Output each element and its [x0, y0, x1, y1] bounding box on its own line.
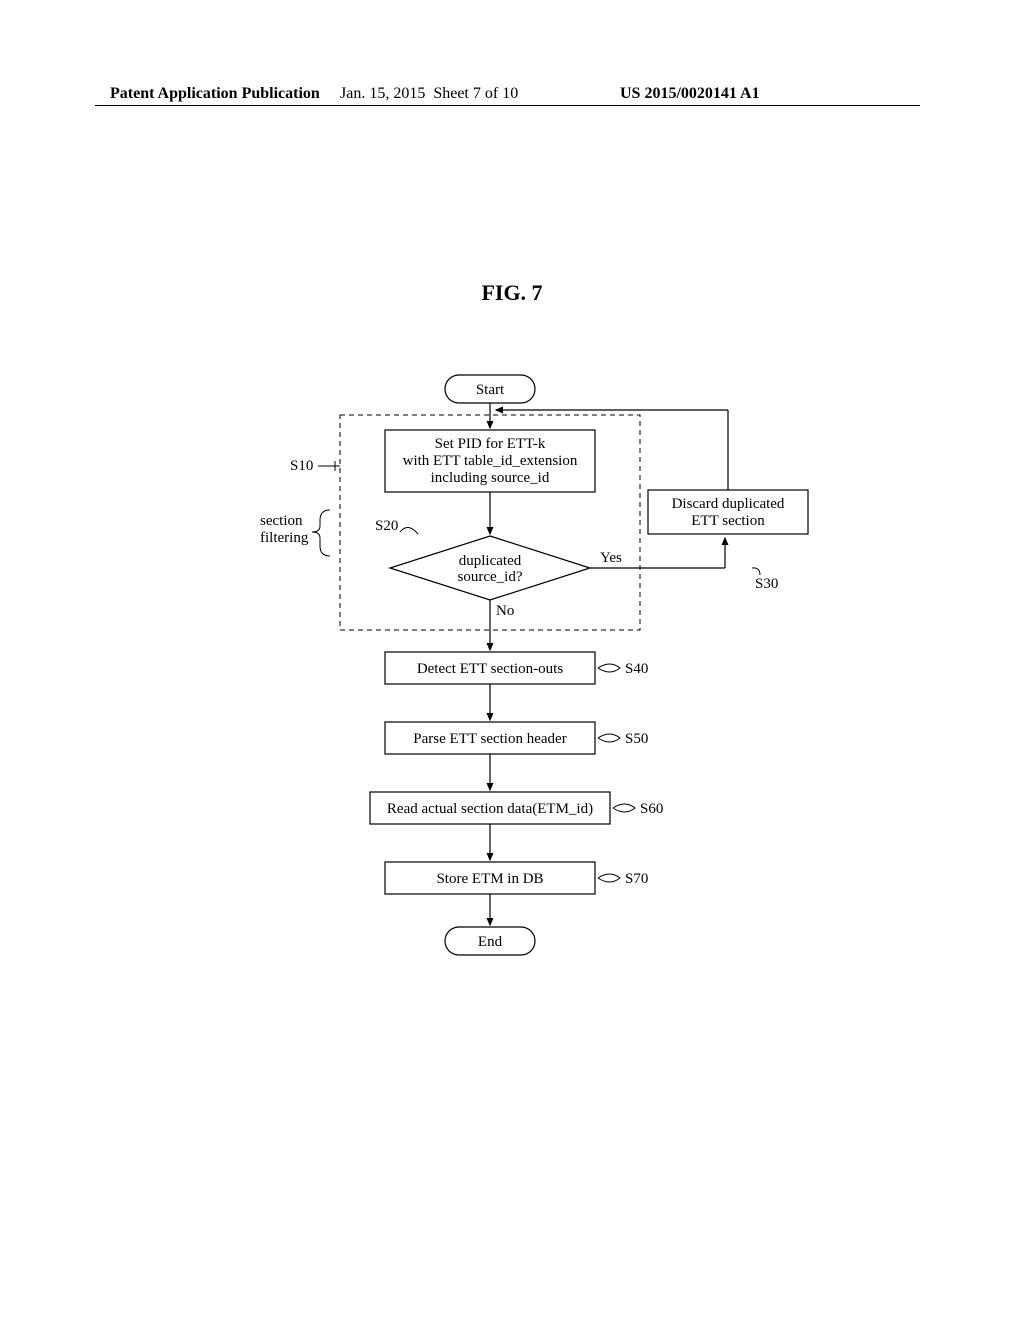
s40-box: Detect ETT section-outs [385, 652, 595, 684]
s20-label: S20 [375, 518, 398, 534]
svg-text:Parse ETT section header: Parse ETT section header [413, 731, 566, 747]
s60-tilde [613, 804, 635, 812]
s50-label: S50 [625, 731, 648, 747]
svg-text:Store ETM in DB: Store ETM in DB [436, 871, 543, 887]
svg-text:Detect ETT section-outs: Detect ETT section-outs [417, 661, 564, 677]
s40-label: S40 [625, 661, 648, 677]
s20-leader [400, 527, 418, 534]
s50-tilde [598, 734, 620, 742]
section-filtering-label-1: section [260, 513, 303, 529]
header-pub: Patent Application Publication [110, 85, 320, 103]
flowchart: Start Set PID for ETT-k with ETT table_i… [200, 370, 900, 1000]
s60-box: Read actual section data(ETM_id) [370, 792, 610, 824]
s10-box: Set PID for ETT-k with ETT table_id_exte… [385, 430, 595, 492]
svg-text:source_id?: source_id? [458, 569, 523, 585]
s30-box: Discard duplicated ETT section [648, 490, 808, 534]
svg-text:duplicated: duplicated [459, 553, 522, 569]
header-date-sheet: Jan. 15, 2015 Sheet 7 of 10 [340, 85, 518, 103]
header-docnum: US 2015/0020141 A1 [620, 85, 760, 103]
yes-label: Yes [600, 550, 622, 566]
start-terminal: Start [445, 375, 535, 403]
section-filtering-label-2: filtering [260, 530, 309, 546]
svg-text:End: End [478, 934, 503, 950]
s50-box: Parse ETT section header [385, 722, 595, 754]
s30-label: S30 [755, 576, 778, 592]
svg-text:Start: Start [476, 382, 505, 398]
svg-text:including source_id: including source_id [431, 470, 550, 486]
svg-text:Discard duplicated: Discard duplicated [672, 496, 785, 512]
s10-label: S10 [290, 458, 313, 474]
s40-tilde [598, 664, 620, 672]
svg-text:ETT section: ETT section [691, 513, 765, 529]
s70-tilde [598, 874, 620, 882]
brace-icon [312, 510, 330, 556]
s20-decision: duplicated source_id? [390, 536, 590, 600]
figure-title: FIG. 7 [0, 280, 1024, 306]
svg-text:Set PID for ETT-k: Set PID for ETT-k [435, 436, 546, 452]
end-terminal: End [445, 927, 535, 955]
no-label: No [496, 603, 514, 619]
svg-text:Read actual section data(ETM_i: Read actual section data(ETM_id) [387, 801, 593, 817]
svg-text:with ETT table_id_extension: with ETT table_id_extension [403, 453, 578, 469]
s70-box: Store ETM in DB [385, 862, 595, 894]
header-rule [95, 105, 920, 106]
s70-label: S70 [625, 871, 648, 887]
s60-label: S60 [640, 801, 663, 817]
